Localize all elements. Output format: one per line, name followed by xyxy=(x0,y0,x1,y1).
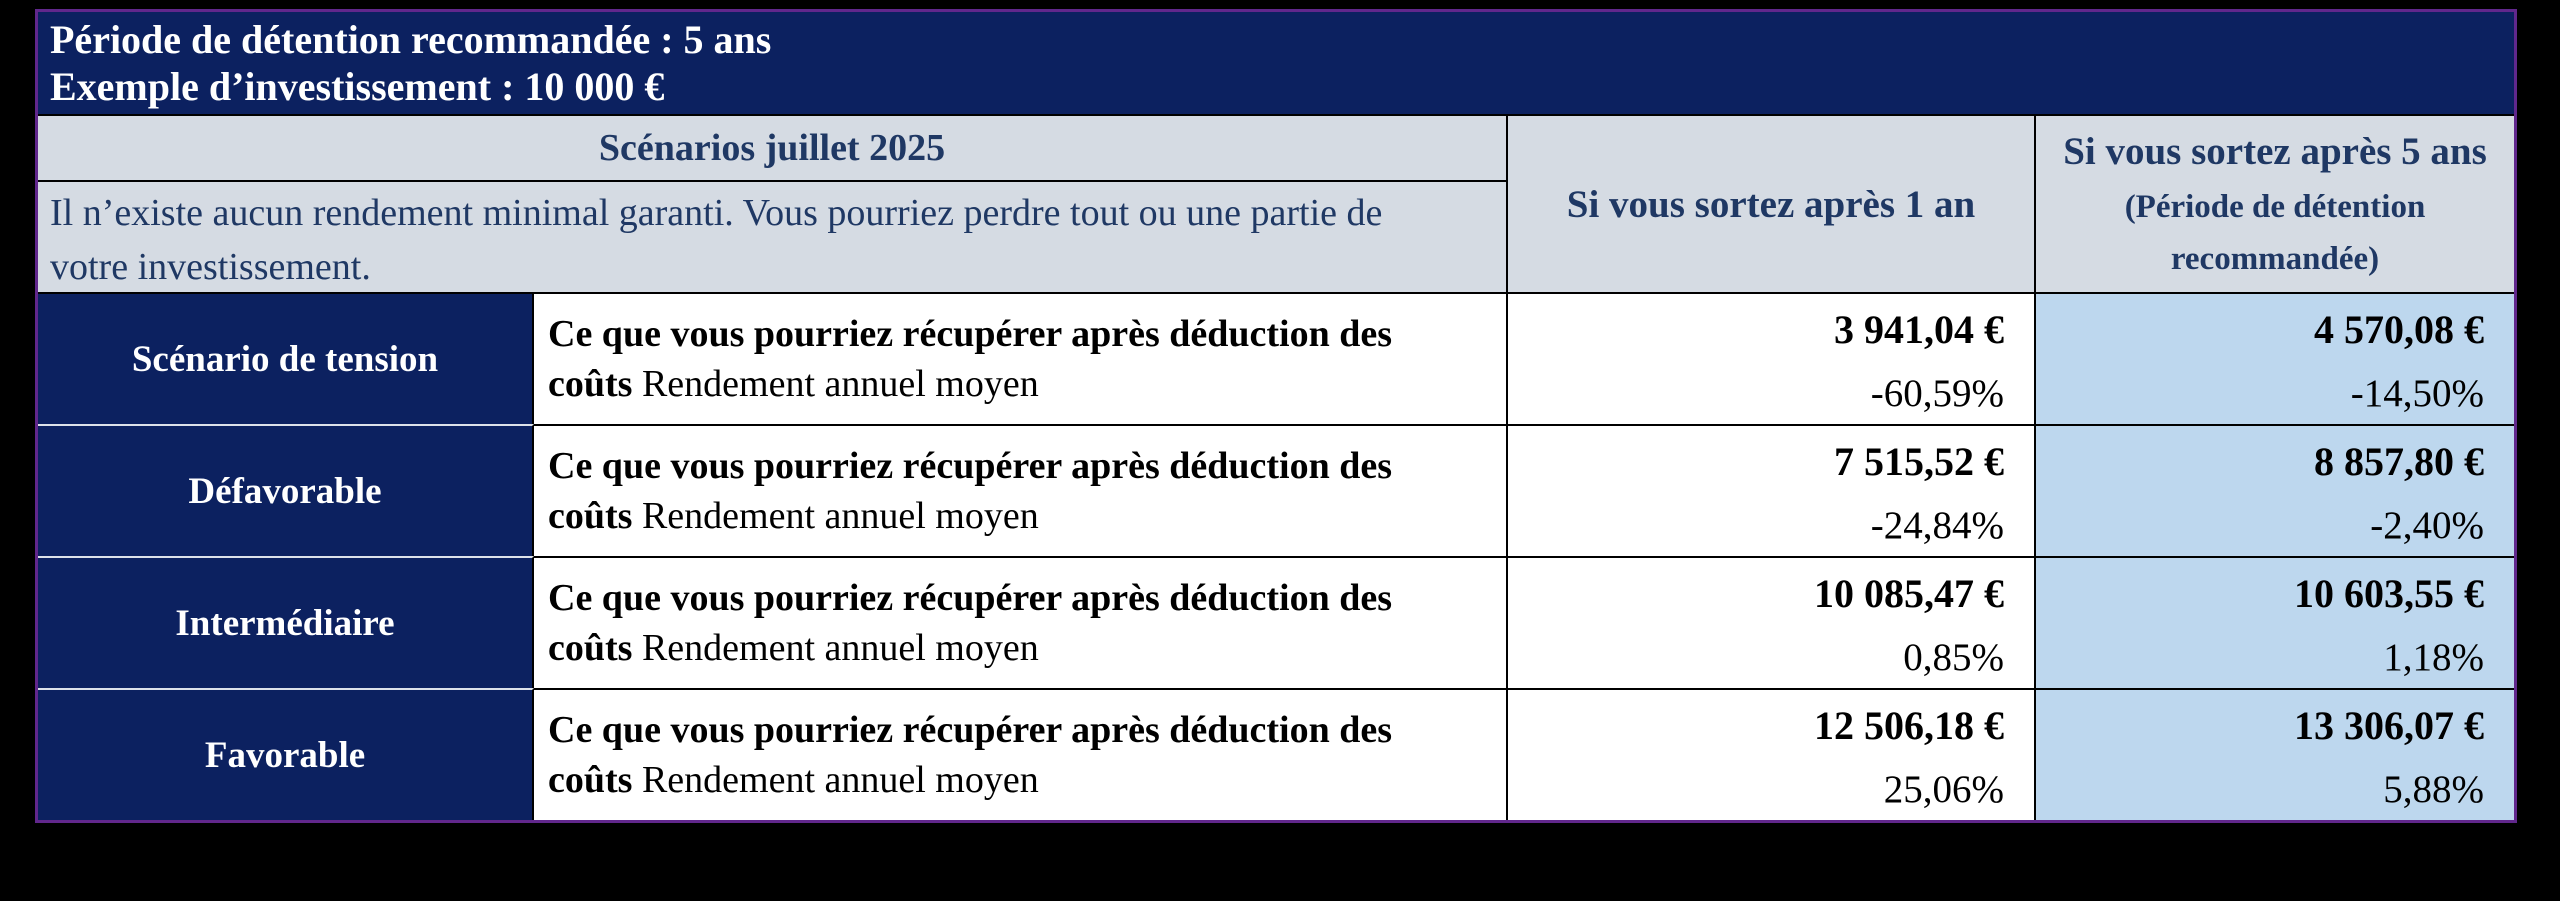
description-bold: Ce que vous pourriez récupérer après déd… xyxy=(548,709,1393,801)
moderate-1yr-amount: 10 085,47 € xyxy=(1814,571,2004,616)
moderate-5yr-cell: 10 603,55 € 1,18% xyxy=(2036,556,2514,688)
scenarios-title: Scénarios juillet 2025 xyxy=(38,116,1508,182)
moderate-5yr-return: 1,18% xyxy=(2383,636,2484,679)
stress-1yr-amount: 3 941,04 € xyxy=(1834,307,2004,352)
investment-example-line: Exemple d’investissement : 10 000 € xyxy=(50,64,665,109)
description-text: Ce que vous pourriez récupérer après déd… xyxy=(548,573,1472,673)
favourable-5yr-cell: 13 306,07 € 5,88% xyxy=(2036,688,2514,820)
description-regular: Rendement annuel moyen xyxy=(641,759,1039,801)
scenario-label-favourable: Favorable xyxy=(38,688,534,820)
description-regular: Rendement annuel moyen xyxy=(641,495,1039,537)
moderate-1yr-cell: 10 085,47 € 0,85% xyxy=(1508,556,2036,688)
scenario-description: Ce que vous pourriez récupérer après déd… xyxy=(534,424,1508,556)
description-bold: Ce que vous pourriez récupérer après déd… xyxy=(548,577,1393,669)
performance-scenarios-table: Période de détention recommandée : 5 ans… xyxy=(35,9,2517,823)
moderate-1yr-return: 0,85% xyxy=(1903,636,2004,679)
scenario-description: Ce que vous pourriez récupérer après déd… xyxy=(534,688,1508,820)
scenario-description: Ce que vous pourriez récupérer après déd… xyxy=(534,292,1508,424)
holding-period-line: Période de détention recommandée : 5 ans xyxy=(50,17,772,62)
unfavourable-5yr-return: -2,40% xyxy=(2370,504,2484,547)
no-guarantee-disclaimer: Il n’existe aucun rendement minimal gara… xyxy=(38,182,1508,292)
unfavourable-1yr-cell: 7 515,52 € -24,84% xyxy=(1508,424,2036,556)
stress-5yr-amount: 4 570,08 € xyxy=(2314,307,2484,352)
stress-1yr-return: -60,59% xyxy=(1870,372,2004,415)
favourable-1yr-return: 25,06% xyxy=(1883,768,2004,811)
description-regular: Rendement annuel moyen xyxy=(641,627,1039,669)
stress-5yr-return: -14,50% xyxy=(2350,372,2484,415)
description-bold: Ce que vous pourriez récupérer après déd… xyxy=(548,313,1393,405)
favourable-5yr-amount: 13 306,07 € xyxy=(2294,703,2484,748)
scenario-label-moderate: Intermédiaire xyxy=(38,556,534,688)
exit-5-years-label: Si vous sortez après 5 ans xyxy=(2063,130,2487,173)
unfavourable-5yr-cell: 8 857,80 € -2,40% xyxy=(2036,424,2514,556)
favourable-1yr-amount: 12 506,18 € xyxy=(1814,703,2004,748)
unfavourable-5yr-amount: 8 857,80 € xyxy=(2314,439,2484,484)
description-bold: Ce que vous pourriez récupérer après déd… xyxy=(548,445,1393,537)
recommended-holding-banner: Période de détention recommandée : 5 ans… xyxy=(38,12,2514,116)
favourable-1yr-cell: 12 506,18 € 25,06% xyxy=(1508,688,2036,820)
unfavourable-1yr-amount: 7 515,52 € xyxy=(1834,439,2004,484)
column-header-exit-5-years: Si vous sortez après 5 ans (Période de d… xyxy=(2036,116,2514,292)
stress-1yr-cell: 3 941,04 € -60,59% xyxy=(1508,292,2036,424)
scenario-label-unfavourable: Défavorable xyxy=(38,424,534,556)
scenario-description: Ce que vous pourriez récupérer après déd… xyxy=(534,556,1508,688)
exit-5-years-sublabel: (Période de détention recommandée) xyxy=(2124,189,2426,277)
description-text: Ce que vous pourriez récupérer après déd… xyxy=(548,441,1472,541)
unfavourable-1yr-return: -24,84% xyxy=(1870,504,2004,547)
description-regular: Rendement annuel moyen xyxy=(641,363,1039,405)
description-text: Ce que vous pourriez récupérer après déd… xyxy=(548,309,1472,409)
column-header-exit-1-year: Si vous sortez après 1 an xyxy=(1508,116,2036,292)
favourable-5yr-return: 5,88% xyxy=(2383,768,2484,811)
description-text: Ce que vous pourriez récupérer après déd… xyxy=(548,705,1472,805)
scenario-label-stress: Scénario de tension xyxy=(38,292,534,424)
stress-5yr-cell: 4 570,08 € -14,50% xyxy=(2036,292,2514,424)
moderate-5yr-amount: 10 603,55 € xyxy=(2294,571,2484,616)
